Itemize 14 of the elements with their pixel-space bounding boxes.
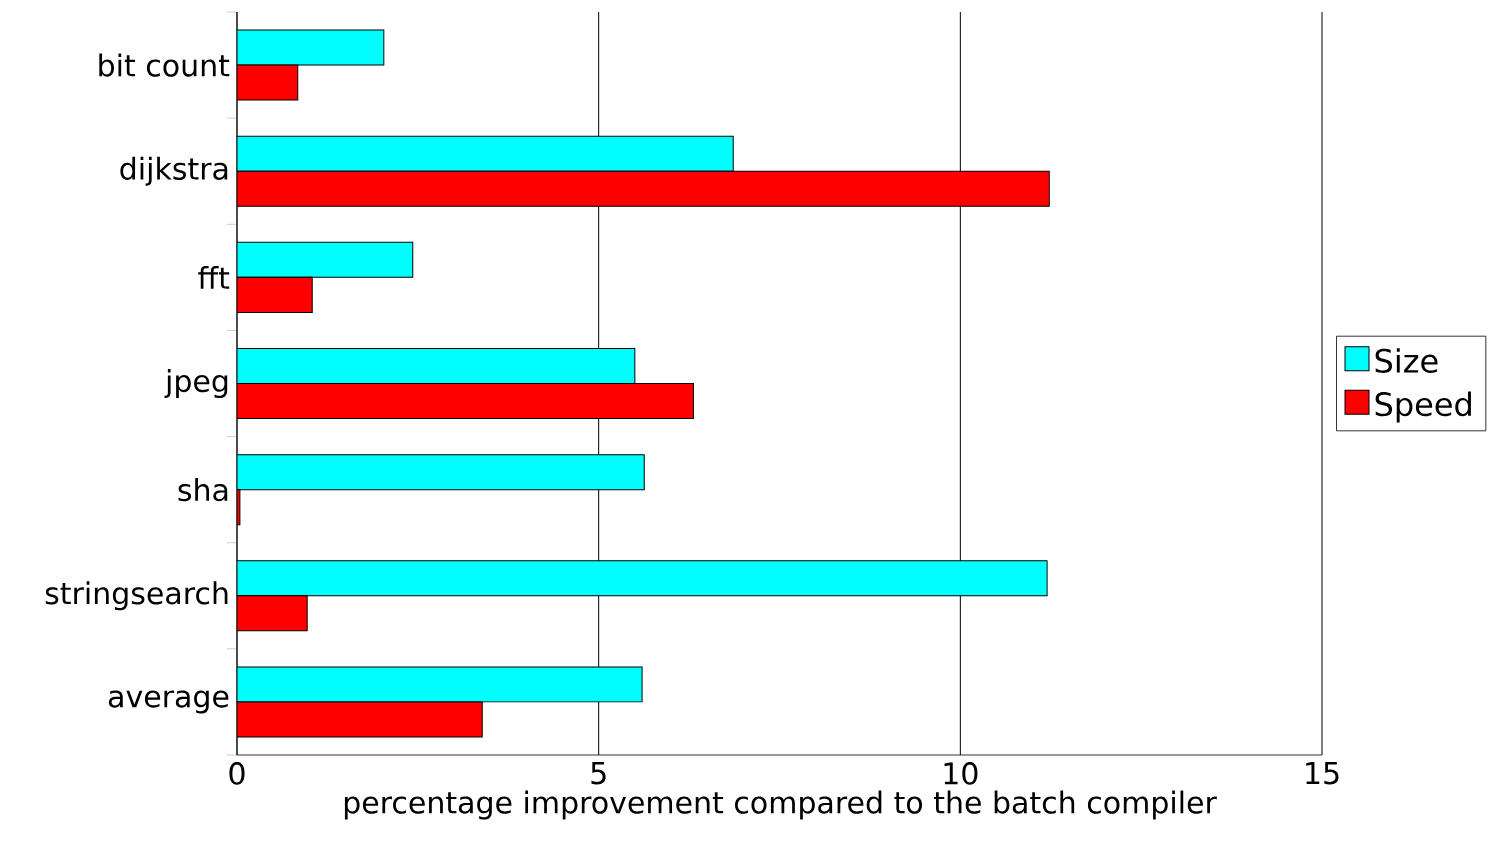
y-tick-label: jpeg: [164, 369, 228, 399]
y-tick-label: dijkstra: [120, 156, 228, 186]
x-tick-label: 0: [229, 762, 245, 785]
y-tick-label: fft: [198, 266, 230, 289]
y-tick-label: sha: [178, 478, 228, 502]
y-tick-label: bit count: [99, 53, 230, 77]
x-tick-label: 15: [1306, 762, 1339, 785]
y-tick-label: stringsearch: [45, 581, 228, 611]
y-tick-label: average: [108, 690, 229, 714]
x-tick-label: 5: [591, 762, 606, 785]
x-tick-label: 10: [944, 762, 978, 785]
x-axis-title: percentage improvement compared to the batch compiler: [344, 790, 1217, 820]
legend-label: Speed: [1375, 391, 1471, 423]
legend-label: Size: [1375, 348, 1438, 373]
